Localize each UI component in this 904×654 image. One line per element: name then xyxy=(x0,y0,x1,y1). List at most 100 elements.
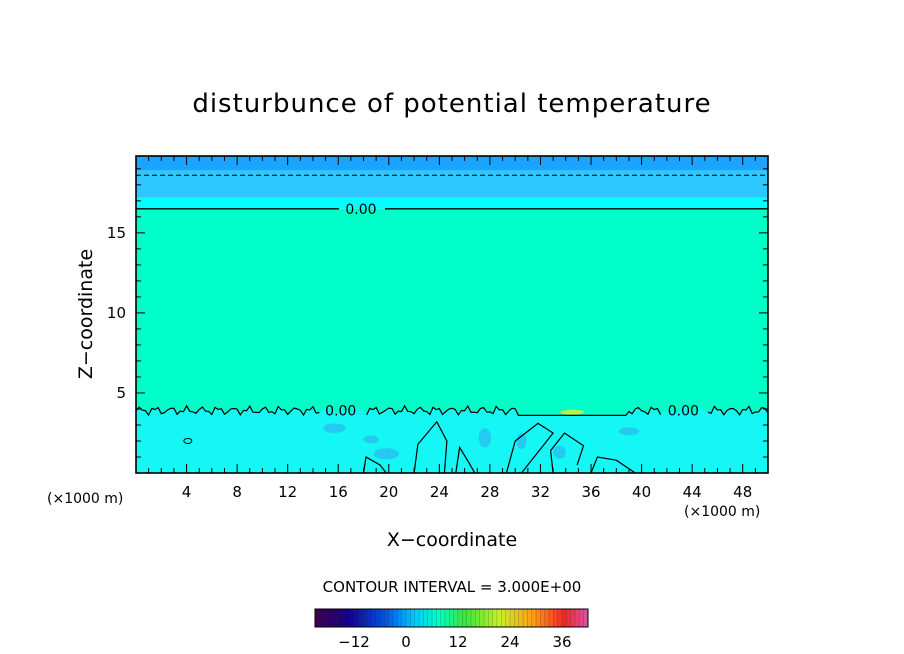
field-band-3 xyxy=(136,197,768,209)
x-tick-label: 4 xyxy=(182,483,192,501)
colorbar-cell xyxy=(432,609,437,627)
colorbar-cell xyxy=(536,609,541,627)
x-tick-label: 24 xyxy=(430,483,449,501)
colorbar-cell xyxy=(436,609,441,627)
colorbar-cell xyxy=(510,609,515,627)
colorbar-cell xyxy=(332,609,337,627)
colorbar-cell xyxy=(466,609,472,627)
colorbar-tick-label: 36 xyxy=(552,633,571,651)
contour-blob-6 xyxy=(362,456,387,474)
y-axis-label: Z−coordinate xyxy=(75,249,97,379)
colorbar-cell xyxy=(414,609,420,627)
colorbar-cell xyxy=(557,609,563,627)
colorbar-cell xyxy=(323,609,329,627)
colorbar-cell xyxy=(440,609,446,627)
colorbar-cell xyxy=(458,609,463,627)
colorbar-cell xyxy=(531,609,537,627)
contour-blob-4 xyxy=(549,432,585,474)
colorbar-cell xyxy=(345,609,350,627)
colorbar-cell xyxy=(367,609,372,627)
chart-title: disturbunce of potential temperature xyxy=(192,89,711,119)
contour-zero-lower-1 xyxy=(135,404,320,417)
x-tick-label: 20 xyxy=(379,483,398,501)
colorbar-cell xyxy=(566,609,571,627)
colorbar-cell xyxy=(488,609,493,627)
y-axis: 5 10 15 xyxy=(107,168,768,458)
contour-small-loop xyxy=(183,437,193,444)
x-tick-label: 12 xyxy=(278,483,297,501)
colorbar-cell xyxy=(575,609,580,627)
colorbar-cell xyxy=(540,609,545,627)
colorbar-cell xyxy=(570,609,576,627)
x-unit-label: (×1000 m) xyxy=(684,504,760,520)
y-tick-label: 5 xyxy=(116,384,126,402)
colorbar-cell xyxy=(475,609,480,627)
x-tick-label: 8 xyxy=(232,483,242,501)
colorbar-cell xyxy=(527,609,532,627)
colorbar-cell xyxy=(471,609,476,627)
y-tick-label: 15 xyxy=(107,224,126,242)
colorbar-cell xyxy=(579,609,584,627)
colorbar-cell xyxy=(505,609,511,627)
field-blue-spot xyxy=(323,423,346,433)
colorbar-cell xyxy=(384,609,389,627)
field-lower xyxy=(136,405,768,473)
colorbar-cell xyxy=(336,609,342,627)
plot-area xyxy=(136,156,768,474)
colorbar-cell xyxy=(328,609,333,627)
colorbar-cell xyxy=(562,609,567,627)
colorbar-cell xyxy=(479,609,485,627)
field-blue-spot xyxy=(618,427,640,436)
x-tick-label: 28 xyxy=(480,483,499,501)
colorbar-cell xyxy=(484,609,489,627)
x-axis: 4 8 12 16 20 24 28 32 36 40 44 48 xyxy=(148,156,756,501)
colorbar-cell xyxy=(354,609,359,627)
colorbar-cell xyxy=(397,609,402,627)
contour-lines xyxy=(135,174,769,474)
colorbar-cell xyxy=(375,609,381,627)
colorbar-cell xyxy=(549,609,554,627)
field-warm-spot xyxy=(560,409,585,415)
colorbar-cell xyxy=(358,609,363,627)
colorbar-cell xyxy=(523,609,528,627)
colorbar-cell xyxy=(388,609,394,627)
field-top-band xyxy=(136,156,768,171)
colorbar-tick-label: 12 xyxy=(448,633,467,651)
colorbar-cell xyxy=(393,609,398,627)
field-blue-spot xyxy=(478,428,492,448)
contour-label-2: 0.00 xyxy=(325,404,356,420)
colorbar-cell xyxy=(362,609,368,627)
colorbar-frame xyxy=(314,608,589,628)
colorbar xyxy=(314,608,589,628)
contour-blob-5 xyxy=(590,456,636,474)
x-tick-label: 32 xyxy=(531,483,550,501)
colorbar-cell xyxy=(583,609,589,627)
x-axis-label: X−coordinate xyxy=(387,529,517,551)
colorbar-cell xyxy=(419,609,424,627)
colorbar-cell xyxy=(423,609,428,627)
colorbar-cell xyxy=(371,609,376,627)
colorbar-cell xyxy=(449,609,454,627)
contour-labels: 0.00 0.00 0.00 xyxy=(325,202,699,420)
colorbar-cell xyxy=(406,609,411,627)
field-band-2 xyxy=(136,170,768,198)
x-tick-label: 40 xyxy=(632,483,651,501)
colorbar-cell xyxy=(380,609,385,627)
field-blue-spot xyxy=(363,435,379,444)
colorbar-tick-label: −12 xyxy=(338,633,370,651)
colorbar-cell xyxy=(462,609,467,627)
colorbar-cell xyxy=(501,609,506,627)
colorbar-cell xyxy=(518,609,524,627)
colorbar-cell xyxy=(319,609,324,627)
colorbar-cell xyxy=(544,609,550,627)
contour-blob-1 xyxy=(413,420,448,474)
colorbar-cell xyxy=(445,609,450,627)
x-tick-label: 36 xyxy=(581,483,600,501)
contour-zero-lower-3 xyxy=(707,405,769,416)
x-tick-label: 48 xyxy=(733,483,752,501)
colorbar-tick-label: 24 xyxy=(500,633,519,651)
field-blue-spot xyxy=(373,448,399,460)
colorbar-cell xyxy=(315,609,320,627)
x-tick-label: 44 xyxy=(683,483,702,501)
